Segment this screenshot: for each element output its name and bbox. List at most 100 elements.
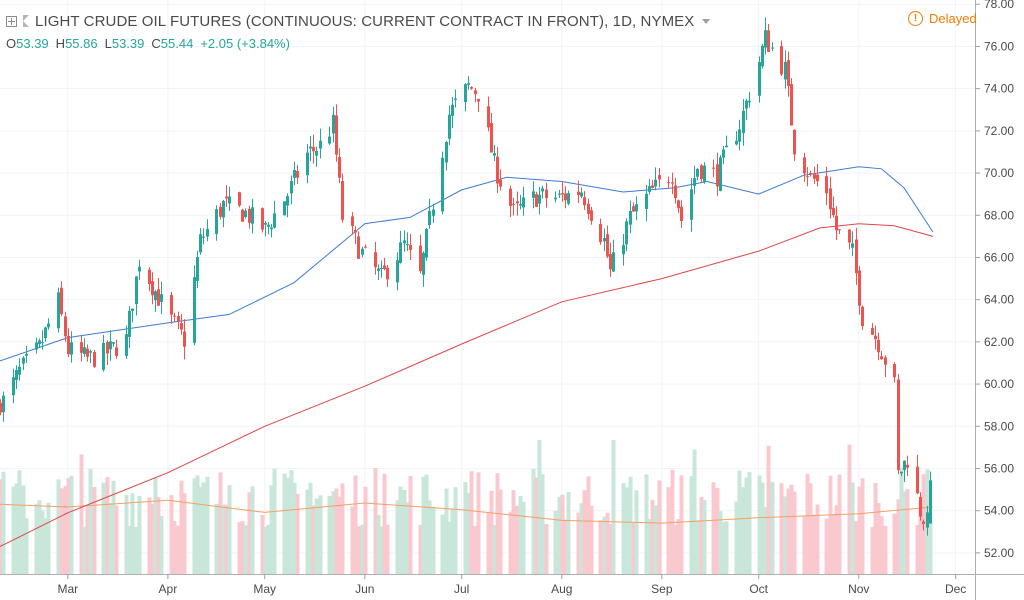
candle — [806, 167, 809, 187]
volume-bar — [179, 480, 184, 574]
candle — [758, 56, 761, 103]
candle-body — [880, 356, 883, 360]
candle — [490, 112, 493, 153]
time-tick-label: Jul — [454, 582, 469, 596]
candle-body — [351, 216, 354, 227]
time-tick-label: Oct — [749, 582, 768, 596]
candle — [199, 228, 202, 255]
expand-icon[interactable] — [6, 15, 17, 27]
volume-bar — [902, 491, 907, 574]
volume-bar — [631, 522, 636, 574]
volume-bar — [182, 493, 187, 574]
candle — [893, 362, 896, 383]
candle-body — [309, 146, 312, 149]
candle — [67, 328, 70, 358]
candle — [771, 42, 774, 52]
candle-body — [671, 182, 674, 184]
candle — [599, 218, 602, 245]
candle — [658, 167, 661, 188]
candle-body — [306, 152, 309, 176]
volume-bar — [43, 518, 48, 574]
price-tick-label: 64.00 — [984, 293, 1014, 307]
volume-bar — [427, 500, 432, 574]
volume-bar — [715, 487, 720, 574]
candle — [632, 202, 635, 212]
moving-averages — [0, 166, 934, 548]
volume-bar — [763, 507, 768, 574]
candle-body — [712, 167, 715, 169]
candle-body — [742, 110, 745, 134]
candle — [341, 173, 344, 223]
candle — [60, 281, 63, 317]
candle — [654, 167, 657, 191]
candle — [671, 172, 674, 195]
candle — [745, 98, 748, 120]
volume-bar — [88, 469, 93, 574]
volume-bar — [79, 454, 84, 574]
candle-body — [406, 244, 409, 246]
candle — [248, 205, 251, 229]
flag-icon[interactable] — [23, 15, 29, 27]
candle-body — [516, 201, 519, 204]
candle — [803, 152, 806, 182]
candle-body — [874, 335, 877, 340]
candle-body — [897, 379, 900, 471]
volume-bar — [260, 514, 265, 574]
candle — [377, 264, 380, 281]
volume-bar — [1, 471, 6, 574]
time-tick-label: Sep — [651, 582, 673, 596]
candle — [829, 176, 832, 219]
candle — [332, 106, 335, 143]
chart-header: LIGHT CRUDE OIL FUTURES (CONTINUOUS: CUR… — [6, 11, 711, 31]
candle-body — [335, 115, 338, 155]
candle — [102, 335, 105, 372]
candle — [622, 234, 625, 266]
candle-body — [477, 98, 480, 102]
candle — [897, 373, 900, 475]
volume-bar — [473, 525, 478, 574]
candle-body — [835, 215, 838, 231]
volume-bar — [534, 477, 539, 574]
candle — [809, 170, 812, 177]
candle-body — [251, 207, 254, 224]
candle-body — [696, 168, 699, 177]
candle — [18, 358, 21, 381]
volume-bar — [896, 499, 901, 574]
high-label: H — [55, 36, 66, 51]
volume-bar — [557, 496, 562, 574]
candle — [855, 227, 858, 285]
candle-body — [151, 281, 154, 296]
candle — [409, 233, 412, 260]
candle — [315, 146, 318, 167]
volume-bar — [156, 497, 161, 574]
candle — [674, 177, 677, 204]
chevron-down-icon[interactable] — [702, 18, 711, 24]
candle — [396, 252, 399, 291]
candle — [716, 152, 719, 197]
candle-body — [399, 242, 402, 263]
candle — [922, 519, 925, 531]
candle — [328, 126, 331, 145]
candle — [215, 205, 218, 241]
candle — [474, 87, 477, 103]
volume-bar — [847, 444, 852, 574]
candle — [609, 242, 612, 277]
candle-body — [632, 206, 635, 212]
candle-body — [89, 351, 92, 353]
candle-body — [425, 228, 428, 258]
candle — [767, 23, 770, 53]
candle — [464, 83, 467, 112]
candle — [374, 241, 377, 275]
candle — [270, 223, 273, 238]
candle — [154, 289, 157, 312]
open-value: 53.39 — [16, 36, 49, 51]
candle — [41, 330, 44, 350]
delayed-status[interactable]: ! Delayed — [908, 11, 977, 26]
candle-body — [445, 142, 448, 163]
volume-bar — [340, 483, 345, 574]
volume-bar — [311, 505, 316, 574]
candle-body — [629, 210, 632, 225]
volume-bar — [114, 505, 119, 574]
candle-body — [519, 203, 522, 206]
